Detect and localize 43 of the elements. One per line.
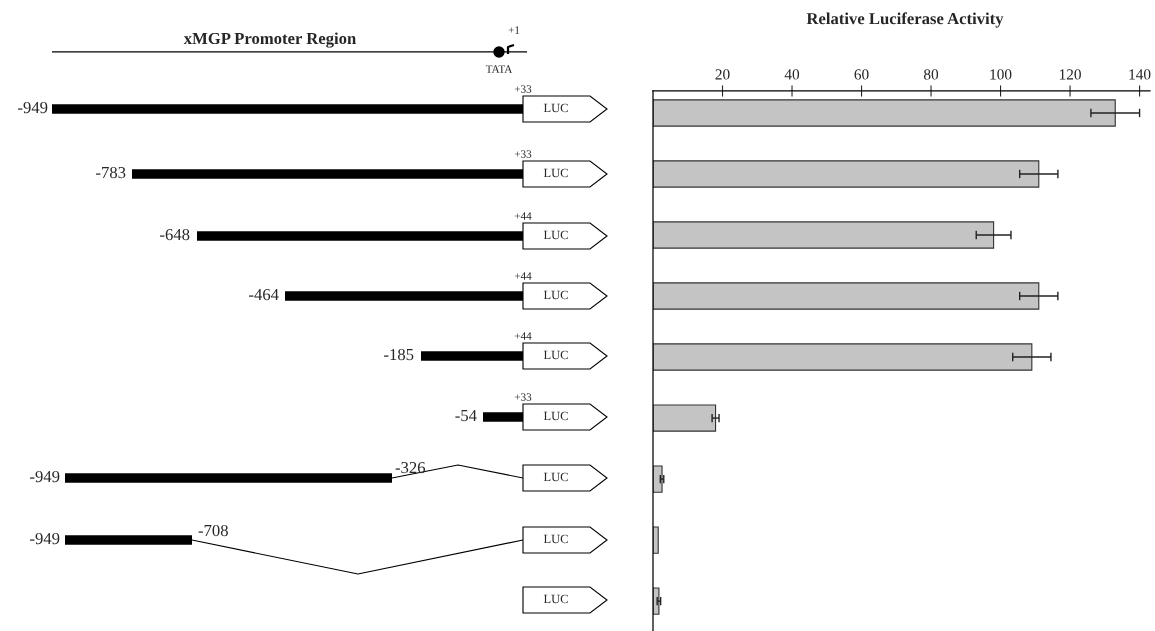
text: +33 (514, 150, 532, 158)
text: LUC (543, 168, 568, 178)
chart-title: Relative Luciferase Activity (806, 12, 1004, 28)
text: LUC (543, 534, 568, 544)
text: -464 (249, 288, 279, 301)
text: +1 (508, 26, 520, 34)
text: LUC (543, 350, 568, 360)
bar (653, 99, 1116, 127)
x-tick-label: 40 (784, 69, 800, 80)
x-tick-label: 20 (715, 69, 730, 80)
bar (653, 282, 1040, 310)
text: xMGP Promoter Region (183, 32, 357, 48)
text: -708 (198, 524, 228, 537)
x-tick-label: 80 (923, 69, 939, 80)
text: +33 (514, 85, 532, 93)
text: -648 (160, 228, 190, 241)
x-tick-label: 60 (854, 69, 869, 80)
text: TATA (485, 65, 513, 73)
bar (653, 465, 663, 493)
text: LUC (543, 230, 568, 240)
text: LUC (543, 103, 568, 113)
x-tick-label: 100 (990, 69, 1012, 80)
text: LUC (543, 472, 568, 482)
text: +44 (514, 212, 532, 220)
text: -783 (96, 166, 126, 179)
bar (653, 343, 1033, 371)
text: LUC (543, 290, 568, 300)
text: +44 (514, 272, 532, 280)
text: LUC (543, 594, 568, 604)
text: -54 (455, 410, 477, 422)
text: +44 (514, 332, 532, 340)
text: -326 (395, 461, 426, 474)
text: -949 (18, 101, 48, 114)
x-tick-label: 120 (1059, 69, 1081, 80)
text: +33 (514, 393, 532, 401)
text: -949 (30, 532, 60, 545)
text: -185 (384, 348, 414, 361)
bar (653, 221, 995, 249)
x-tick-label: 140 (1129, 69, 1151, 80)
text: LUC (543, 411, 568, 421)
bar (653, 160, 1040, 188)
text: -949 (30, 470, 60, 483)
bar (653, 404, 717, 432)
